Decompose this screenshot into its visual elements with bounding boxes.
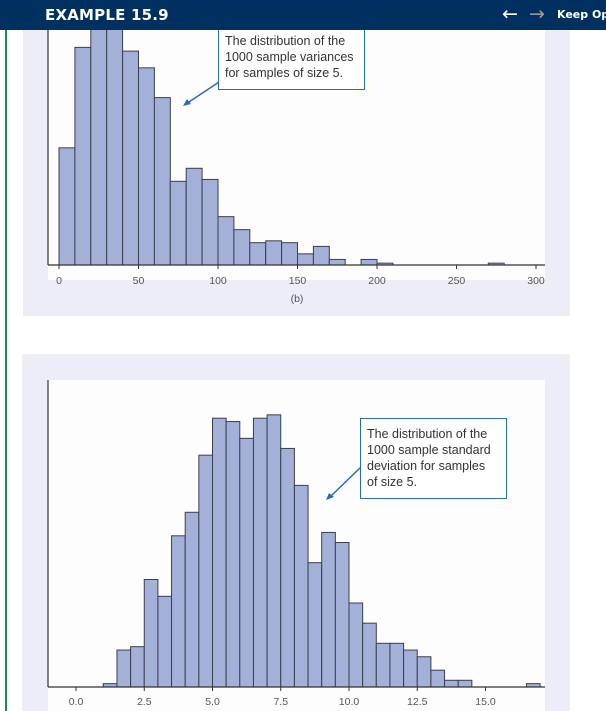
x-tick-label: 100	[209, 275, 227, 287]
histogram-bar	[157, 595, 173, 688]
histogram-bar	[430, 669, 446, 688]
annotation-line: The distribution of the	[367, 427, 488, 441]
x-tick-label: 10.0	[339, 696, 360, 708]
annotation-line: for samples of size 5.	[225, 66, 344, 80]
x-tick-label: 5.0	[205, 696, 220, 708]
histogram-bar	[281, 242, 299, 266]
x-tick-label: 0	[56, 275, 62, 287]
x-tick-label: 2.5	[137, 696, 152, 708]
histogram-bar	[457, 679, 473, 688]
example-header: EXAMPLE 15.9 ← → Keep Ope	[0, 0, 606, 30]
histogram-bar	[74, 46, 92, 266]
x-tick-label: 0.0	[69, 696, 84, 708]
histogram-bar	[171, 535, 186, 688]
x-tick-label: 15.0	[475, 696, 496, 708]
histogram-bar	[362, 622, 377, 688]
histogram-bar	[265, 240, 283, 266]
histogram-bar	[348, 602, 364, 688]
histogram-bar	[389, 642, 405, 688]
histogram-bar	[321, 531, 336, 688]
histogram-bar	[201, 178, 219, 266]
arrow-left-icon[interactable]: ←	[502, 3, 518, 25]
histogram-bar	[444, 679, 459, 688]
annotation-line: of size 5.	[367, 475, 418, 489]
x-tick-label: 200	[368, 275, 386, 287]
annotation-arrow-2	[326, 465, 363, 500]
histogram-bar	[307, 562, 323, 688]
histogram-bar	[58, 147, 76, 266]
histogram-bar	[185, 167, 203, 266]
histogram-bar	[138, 67, 155, 266]
x-tick-label: 300	[527, 275, 545, 287]
arrow-right-icon[interactable]: →	[529, 3, 545, 25]
histogram-bar	[225, 421, 241, 688]
histogram-bar	[252, 417, 268, 688]
figure-caption: (b)	[291, 293, 304, 305]
histogram-bar	[169, 180, 187, 266]
x-tick-label: 250	[448, 275, 466, 287]
histogram-bar	[297, 253, 314, 266]
annotation-variances: The distribution of the 1000 sample varia…	[218, 24, 365, 90]
histogram-bar	[90, 20, 108, 266]
annotation-arrow-1	[183, 81, 220, 106]
histogram-std-dev: 0.0 2.5 5.0 7.5 10.0 12.5 15.0	[47, 380, 545, 708]
keep-open-link[interactable]: Keep Ope	[557, 8, 606, 21]
annotation-line: deviation for samples	[367, 459, 486, 473]
histogram-bar	[198, 454, 214, 688]
x-tick-label: 50	[133, 275, 145, 287]
annotation-line: 1000 sample variances	[225, 50, 354, 64]
annotation-line: The distribution of the	[225, 34, 346, 48]
histogram-bar	[249, 242, 267, 266]
histogram-bar	[280, 447, 295, 688]
histogram-bar	[328, 258, 346, 266]
histogram-bar	[266, 414, 282, 688]
histogram-bar	[217, 216, 235, 266]
histogram-bar	[116, 649, 132, 688]
annotation-line: 1000 sample standard	[367, 443, 491, 457]
example-title: EXAMPLE 15.9	[45, 6, 169, 24]
histogram-bar	[375, 642, 391, 688]
histogram-bar	[212, 417, 227, 688]
histogram-variances: 0 50 100 150 200 250 300	[47, 20, 545, 287]
histogram-bar	[293, 484, 309, 688]
histogram-bar	[106, 24, 124, 266]
histogram-bar	[184, 511, 200, 688]
histogram-bar	[122, 50, 139, 266]
histogram-bar	[130, 646, 145, 688]
histogram-bar	[403, 649, 418, 688]
x-tick-label: 12.5	[407, 696, 428, 708]
histogram-bar	[143, 578, 159, 688]
green-vertical-rule	[5, 30, 7, 711]
histogram-bar	[416, 656, 432, 688]
histogram-bar	[239, 437, 254, 688]
x-tick-label: 150	[289, 275, 307, 287]
annotation-std-dev: The distribution of the 1000 sample stand…	[360, 418, 507, 499]
histogram-bar	[153, 97, 171, 266]
histogram-bar	[233, 229, 251, 266]
histogram-bar	[360, 258, 378, 266]
x-tick-label: 7.5	[273, 696, 288, 708]
histogram-bar	[334, 542, 350, 688]
histogram-bar	[312, 245, 330, 266]
